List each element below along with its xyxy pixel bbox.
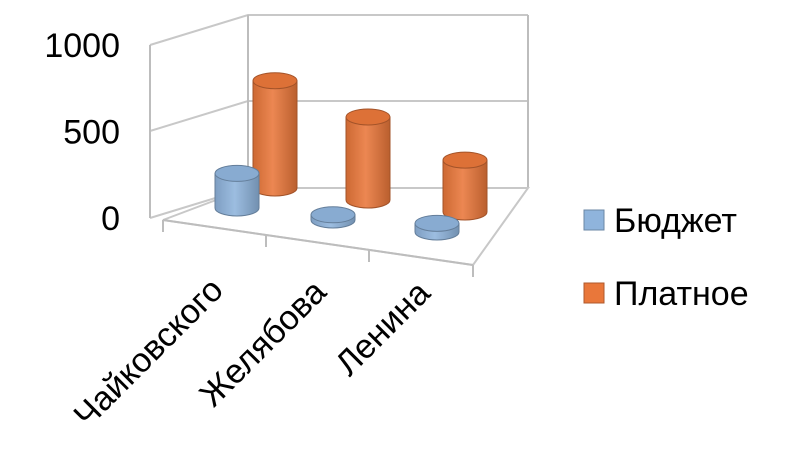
gridline-500	[149, 100, 528, 132]
bar-Бюджет-Ленина	[414, 214, 460, 241]
legend-label-1: Платное	[614, 275, 749, 313]
y-tick-label-1000: 1000	[44, 27, 120, 65]
y-axis-ticks: 0 500 1000	[44, 27, 120, 238]
bar-Платное-Чайковского	[252, 72, 298, 197]
bars	[214, 72, 488, 241]
bar-Бюджет-Желябова	[310, 206, 356, 229]
legend-label-0: Бюджет	[614, 202, 737, 240]
legend-swatch-1	[583, 282, 605, 304]
bar-Платное-Ленина	[442, 151, 488, 221]
y-tick-label-0: 0	[101, 200, 120, 238]
y-tick-label-500: 500	[63, 114, 120, 152]
legend-swatch-0	[583, 209, 605, 231]
gridline-1000	[149, 14, 528, 46]
bar-Платное-Желябова	[345, 108, 391, 209]
category-axis	[162, 219, 474, 266]
legend-item-0: Бюджет	[583, 202, 737, 240]
bar-Бюджет-Чайковского	[214, 164, 260, 217]
grid	[149, 14, 530, 277]
legend: Бюджет Платное	[583, 202, 749, 313]
legend-item-1: Платное	[583, 275, 749, 313]
category-label-0: Чайковского	[67, 271, 231, 435]
category-label-2: Ленина	[328, 274, 437, 383]
